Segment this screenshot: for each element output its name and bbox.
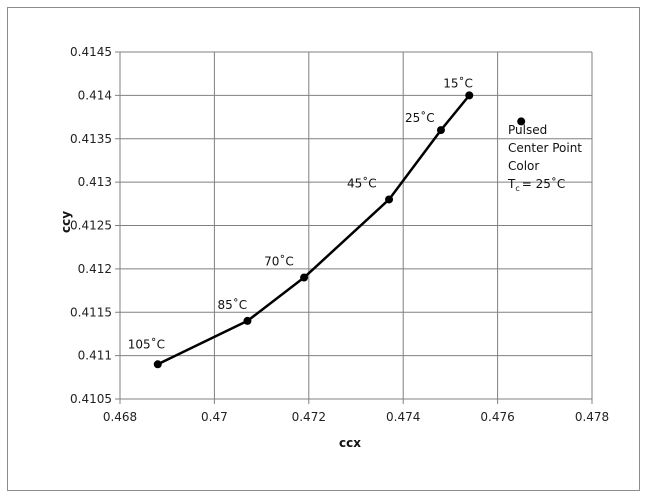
data-point (385, 195, 394, 204)
axes (115, 51, 593, 404)
y-tick-label: 0.4135 (70, 132, 112, 146)
y-tick-label: 0.414 (78, 88, 112, 102)
tc-subscript: c (515, 184, 519, 193)
annotation-line-1: Pulsed (508, 123, 547, 137)
tick-labels: 0.468 0.47 0.472 0.474 0.476 0.478 0.4105 0.411… (70, 45, 609, 424)
x-tick-label: 0.478 (575, 410, 609, 424)
x-tick-label: 0.468 (103, 410, 137, 424)
x-tick-label: 0.474 (386, 410, 420, 424)
data-point (436, 126, 445, 135)
data-label: 70˚C (264, 254, 294, 269)
y-axis-title: ccy (59, 211, 73, 233)
y-tick-label: 0.411 (78, 349, 112, 363)
x-tick-label: 0.47 (201, 410, 228, 424)
grid-lines (119, 51, 593, 400)
data-point (153, 360, 162, 369)
pulsed-center-point-marker (517, 117, 526, 126)
data-labels: 105˚C 85˚C 70˚C 45˚C 25˚C 15˚C (128, 75, 473, 351)
data-series (153, 91, 526, 369)
x-axis-title: ccx (339, 436, 361, 450)
annotation-line-4: Tc = 25˚C (507, 176, 565, 193)
y-tick-label: 0.4105 (70, 392, 112, 406)
data-point (243, 316, 252, 325)
tc-value: = 25˚C (522, 176, 566, 191)
chart-frame (7, 7, 640, 491)
y-tick-label: 0.4115 (70, 305, 112, 319)
y-tick-label: 0.4145 (70, 45, 112, 59)
y-tick-label: 0.4125 (70, 219, 112, 233)
x-tick-label: 0.476 (480, 410, 514, 424)
data-label: 25˚C (405, 110, 435, 125)
y-tick-label: 0.412 (78, 262, 112, 276)
data-point (300, 273, 309, 282)
y-tick-label: 0.413 (78, 175, 112, 189)
temperature-curve-line (157, 94, 471, 366)
data-label: 45˚C (347, 175, 377, 190)
data-label: 15˚C (443, 75, 473, 90)
data-label: 85˚C (217, 297, 247, 312)
x-tick-label: 0.472 (292, 410, 326, 424)
annotation-line-2: Center Point (508, 141, 582, 155)
pulsed-center-point-annotation: Pulsed Center Point Color Tc = 25˚C (507, 123, 582, 193)
tc-symbol: T (507, 177, 516, 191)
data-point (465, 91, 474, 100)
data-label: 105˚C (128, 336, 165, 351)
annotation-line-3: Color (508, 159, 539, 173)
